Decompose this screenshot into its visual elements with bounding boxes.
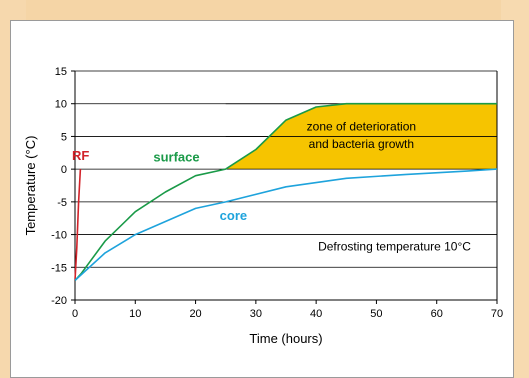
zone-label-line2: and bacteria growth <box>309 137 414 151</box>
x-tick-label: 70 <box>491 308 503 320</box>
series-label-core: core <box>220 208 247 223</box>
y-tick-label: 0 <box>61 164 67 176</box>
x-tick-label: 20 <box>189 308 201 320</box>
y-axis-title: Temperature (°C) <box>23 136 38 236</box>
x-tick-label: 60 <box>431 308 443 320</box>
y-tick-label: -10 <box>51 230 67 242</box>
y-tick-label: -5 <box>57 197 67 209</box>
defrost-label: Defrosting temperature 10°C <box>318 239 471 253</box>
series-lines <box>74 102 498 281</box>
y-tick-label: -15 <box>51 262 67 274</box>
x-tick-label: 10 <box>129 308 141 320</box>
y-tick-label: 10 <box>55 99 67 111</box>
chart-panel: 15 10 5 0 -5 -10 -15 -20 0 10 20 30 40 50 60 70 Time (ho… <box>10 20 514 378</box>
y-tick-label: 5 <box>61 131 67 143</box>
x-tick-label: 0 <box>72 308 78 320</box>
y-tick-label: 15 <box>55 66 67 78</box>
x-tick-label: 30 <box>250 308 262 320</box>
y-tick-label: -20 <box>51 295 67 307</box>
zone-label-line1: zone of deterioration <box>307 120 416 134</box>
series-line-core <box>74 168 498 281</box>
series-line-RF <box>74 169 82 281</box>
series-line-surface <box>74 102 497 281</box>
labels: RF surface core zone of deterioration and ba… <box>72 120 471 254</box>
x-tick-label: 40 <box>310 308 322 320</box>
series-label-surface: surface <box>153 149 199 164</box>
x-tick-label: 50 <box>370 308 382 320</box>
x-axis-title: Time (hours) <box>249 331 322 346</box>
series-label-RF: RF <box>72 148 89 163</box>
